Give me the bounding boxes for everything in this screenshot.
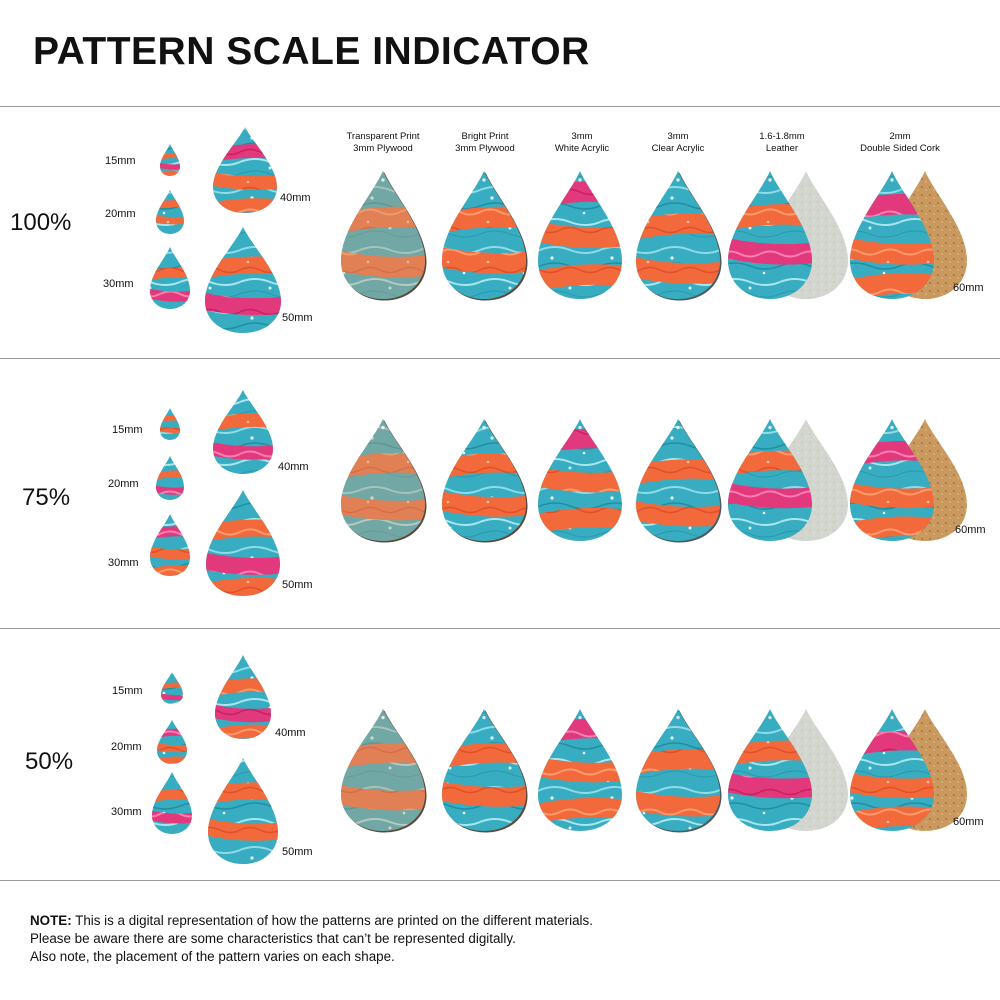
note-line-3: Also note, the placement of the pattern … bbox=[30, 949, 395, 964]
size-label-15: 15mm bbox=[112, 685, 143, 697]
size-label-15: 15mm bbox=[112, 424, 143, 436]
divider-line bbox=[0, 628, 1000, 629]
page-title: PATTERN SCALE INDICATOR bbox=[33, 30, 590, 73]
drop-bright-plywood bbox=[442, 709, 528, 833]
note-label: NOTE: bbox=[30, 913, 72, 928]
size-label-30: 30mm bbox=[103, 278, 134, 290]
material-label-bright-plywood: Bright Print 3mm Plywood bbox=[455, 131, 515, 154]
material-label-leather: 1.6-1.8mm Leather bbox=[759, 131, 805, 154]
size-label-20: 20mm bbox=[111, 741, 142, 753]
size-label-30: 30mm bbox=[108, 557, 139, 569]
note-line-1: This is a digital representation of how … bbox=[71, 913, 593, 928]
size-label-20: 20mm bbox=[105, 208, 136, 220]
sample-drop bbox=[150, 514, 190, 576]
material-label-white-acrylic: 3mm White Acrylic bbox=[554, 131, 610, 154]
sample-drop bbox=[215, 655, 271, 739]
drop-white-acrylic bbox=[538, 709, 622, 831]
divider-line bbox=[0, 358, 1000, 359]
material-label-cork: 2mm Double Sided Cork bbox=[860, 131, 940, 154]
material-label-transparent-plywood: Transparent Print 3mm Plywood bbox=[346, 131, 420, 154]
size-label-40: 40mm bbox=[275, 727, 306, 739]
divider-line bbox=[0, 106, 1000, 107]
size-label-15: 15mm bbox=[105, 155, 136, 167]
size-label-30: 30mm bbox=[111, 806, 142, 818]
note-line-2: Please be aware there are some character… bbox=[30, 931, 516, 946]
sample-drop bbox=[160, 408, 180, 440]
scale-label: 50% bbox=[25, 748, 74, 775]
size-label-60: 60mm bbox=[953, 282, 984, 294]
sample-drop bbox=[160, 144, 180, 176]
size-label-50: 50mm bbox=[282, 846, 313, 858]
material-label-clear-acrylic: 3mm Clear Acrylic bbox=[651, 131, 705, 154]
sample-drop bbox=[150, 247, 190, 309]
drop-white-acrylic bbox=[538, 419, 622, 541]
sample-drop bbox=[161, 672, 183, 704]
drop-transparent-plywood bbox=[341, 709, 427, 833]
drop-clear-acrylic bbox=[636, 709, 722, 833]
drop-bright-plywood bbox=[442, 419, 528, 543]
divider-line bbox=[0, 880, 1000, 881]
size-label-50: 50mm bbox=[282, 312, 313, 324]
sample-drop bbox=[213, 127, 277, 213]
size-label-40: 40mm bbox=[280, 192, 311, 204]
drop-transparent-plywood bbox=[341, 419, 427, 543]
disclaimer-note: NOTE: This is a digital representation o… bbox=[30, 912, 593, 966]
sample-drop bbox=[156, 456, 184, 500]
size-label-20: 20mm bbox=[108, 478, 139, 490]
size-label-60: 60mm bbox=[955, 524, 986, 536]
scale-label: 75% bbox=[22, 484, 71, 511]
scale-label: 100% bbox=[10, 209, 72, 236]
size-label-60: 60mm bbox=[953, 816, 984, 828]
size-label-40: 40mm bbox=[278, 461, 309, 473]
sample-drop bbox=[156, 190, 184, 234]
size-label-50: 50mm bbox=[282, 579, 313, 591]
